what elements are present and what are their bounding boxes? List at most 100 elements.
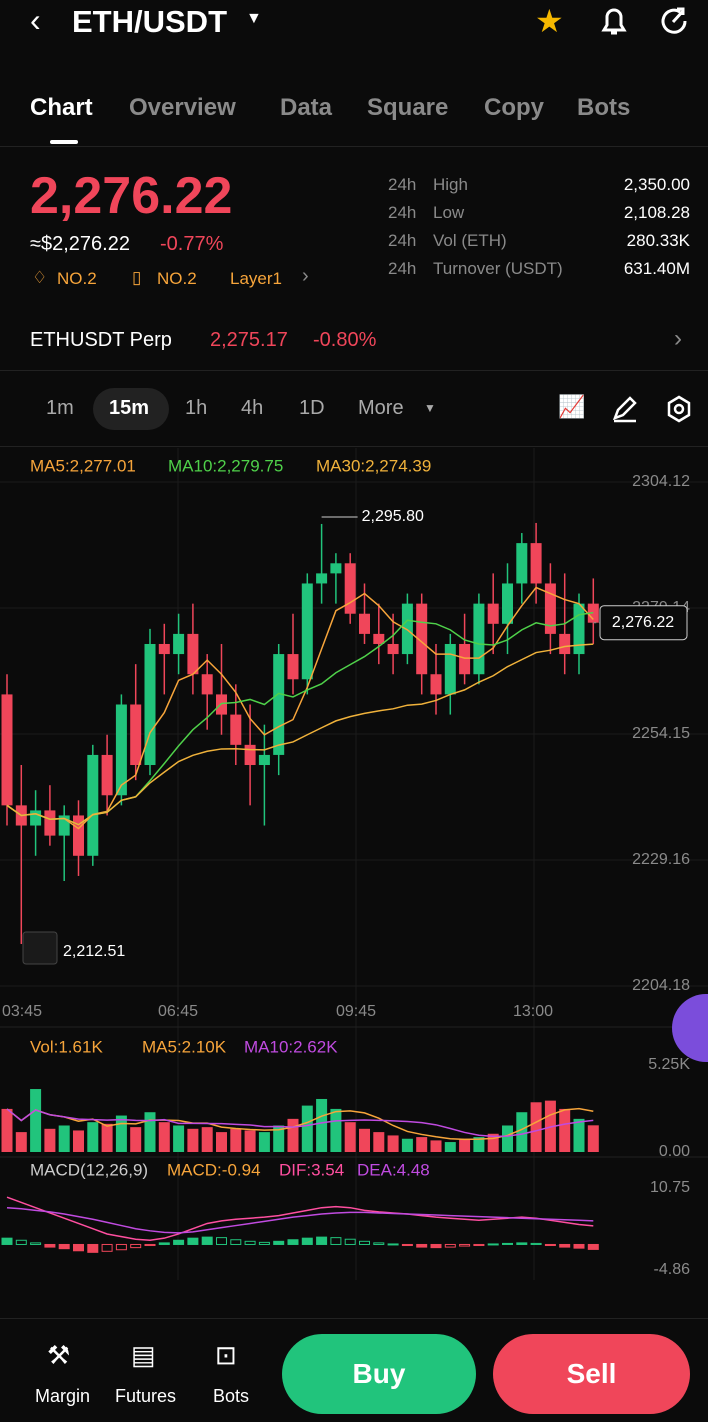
interval[interactable]: 4h xyxy=(241,397,264,419)
volume-ma-line xyxy=(6,1108,594,1138)
volume-bar xyxy=(401,1138,413,1152)
stat-period: 24h xyxy=(388,231,417,250)
nav-label[interactable]: Margin xyxy=(35,1386,91,1406)
volume-bar xyxy=(487,1133,499,1152)
candle-body xyxy=(201,674,213,695)
interval[interactable]: 1h xyxy=(185,397,208,419)
x-tick-label: 06:45 xyxy=(158,1003,198,1020)
macd-bar xyxy=(115,1243,127,1251)
fiat-price: ≈$2,276.22 xyxy=(30,233,130,255)
volume-bar xyxy=(387,1135,399,1152)
volume-bar xyxy=(430,1140,442,1152)
stat-period: 24h xyxy=(388,259,417,278)
nav-icon[interactable]: ⚒ xyxy=(47,1340,71,1370)
macd-bar xyxy=(502,1242,513,1245)
macd-bar xyxy=(544,1243,556,1247)
stat-period: 24h xyxy=(388,203,417,222)
rank[interactable]: NO.2 xyxy=(157,269,197,288)
x-tick-label: 13:00 xyxy=(513,1003,553,1020)
candle-body xyxy=(144,643,156,766)
settings-icon[interactable] xyxy=(664,394,694,424)
candle-body xyxy=(401,603,413,655)
volume-bar xyxy=(15,1132,27,1152)
tab-indicator xyxy=(50,140,78,144)
volume-bar xyxy=(587,1125,599,1152)
share-icon[interactable] xyxy=(657,4,691,38)
sell-button[interactable]: Sell xyxy=(493,1334,690,1414)
candle-body xyxy=(130,704,142,766)
tab[interactable]: Copy xyxy=(484,94,544,121)
favorite-icon[interactable]: ★ xyxy=(535,3,564,39)
perp-name[interactable]: ETHUSDT Perp xyxy=(30,329,172,351)
candle-body xyxy=(187,633,199,675)
draw-icon[interactable] xyxy=(610,394,640,424)
volume-bar xyxy=(373,1132,385,1152)
ma-legend: MA5:2,277.01 xyxy=(30,456,136,475)
candle-body xyxy=(101,754,113,796)
candle-body xyxy=(387,643,399,655)
y-tick-label: -4.86 xyxy=(654,1261,691,1278)
interval[interactable]: 15m xyxy=(109,397,150,419)
interval[interactable]: 1D xyxy=(299,397,325,419)
stat-value: 2,350.00 xyxy=(623,175,690,194)
macd-bar xyxy=(258,1241,270,1245)
volume-bar xyxy=(115,1115,127,1152)
volume-bar xyxy=(416,1137,428,1152)
nav-icon[interactable]: ▤ xyxy=(131,1340,156,1370)
tab[interactable]: Overview xyxy=(129,94,236,121)
buy-button[interactable]: Buy xyxy=(282,1334,476,1414)
interval[interactable]: More xyxy=(358,397,404,419)
tab[interactable]: Data xyxy=(280,94,333,121)
macd-legend: MACD:-0.94 xyxy=(167,1160,261,1179)
tab[interactable]: Bots xyxy=(577,94,631,121)
macd-bar xyxy=(430,1243,442,1249)
last-price: 2,276.22 xyxy=(30,167,233,225)
candle-body xyxy=(258,754,270,766)
x-tick-label: 09:45 xyxy=(336,1003,376,1020)
rank[interactable]: NO.2 xyxy=(57,269,97,288)
back-icon[interactable]: ‹ xyxy=(30,2,41,38)
volume-bar xyxy=(473,1137,485,1152)
volume-bar xyxy=(459,1138,471,1152)
pair-title[interactable]: ETH/USDT xyxy=(72,4,227,39)
macd-bar xyxy=(287,1239,299,1245)
candle-body xyxy=(416,603,428,675)
candle-body xyxy=(430,674,442,695)
volume-bar xyxy=(201,1127,213,1152)
macd-bar xyxy=(201,1236,213,1245)
stat-label: Vol (ETH) xyxy=(433,231,507,250)
volume-bar xyxy=(559,1108,571,1152)
nav-icon[interactable]: ⊡ xyxy=(215,1340,237,1370)
y-tick-label: 2304.12 xyxy=(632,473,690,490)
interval[interactable]: 1m xyxy=(46,397,74,419)
divider xyxy=(0,146,708,147)
macd-bar xyxy=(173,1239,185,1245)
candle-body xyxy=(330,563,342,574)
tab[interactable]: Chart xyxy=(30,94,93,121)
candle-body xyxy=(87,754,99,856)
volume-bar xyxy=(301,1105,313,1152)
stat-value: 280.33K xyxy=(626,231,690,250)
macd-bar xyxy=(44,1243,56,1248)
last-price-label: 2,276.22 xyxy=(612,614,674,631)
volume-legend: MA5:2.10K xyxy=(142,1037,227,1056)
candle-body xyxy=(487,603,499,624)
ma-line xyxy=(6,643,594,826)
candle-body xyxy=(573,603,585,655)
bell-icon[interactable] xyxy=(598,4,630,38)
dropdown-icon[interactable]: ▼ xyxy=(424,401,436,415)
y-tick-label: 2254.15 xyxy=(632,725,690,742)
nav-label[interactable]: Bots xyxy=(213,1386,250,1406)
volume-bar xyxy=(187,1128,199,1152)
macd-bar xyxy=(1,1237,13,1245)
sector-tag[interactable]: Layer1 xyxy=(230,269,282,288)
indicator-icon[interactable]: 📈 xyxy=(558,394,586,419)
volume-bar xyxy=(359,1128,370,1152)
dropdown-icon[interactable]: ▼ xyxy=(246,10,262,27)
nav-label[interactable]: Futures xyxy=(115,1386,177,1406)
expand-button xyxy=(22,931,58,965)
tab[interactable]: Square xyxy=(367,94,449,121)
macd-legend: MACD(12,26,9) xyxy=(30,1160,148,1179)
macd-bar xyxy=(316,1236,328,1245)
